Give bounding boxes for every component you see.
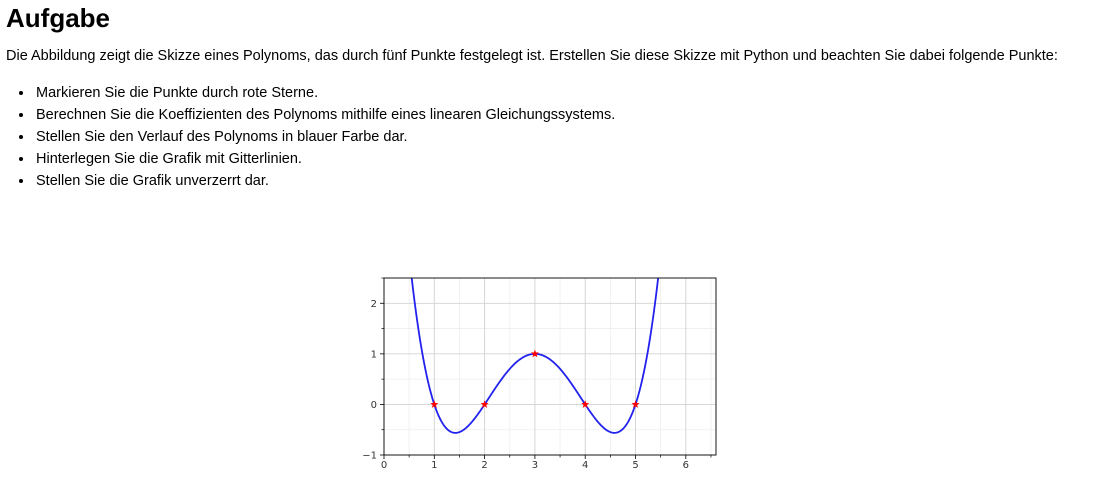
page-title: Aufgabe bbox=[6, 3, 110, 33]
task-list: Markieren Sie die Punkte durch rote Ster… bbox=[6, 82, 1094, 192]
x-tick-label: 4 bbox=[582, 460, 588, 471]
y-tick-label: 2 bbox=[371, 299, 377, 310]
point-marker bbox=[530, 349, 539, 358]
minor-gridlines bbox=[384, 277, 716, 455]
point-marker bbox=[480, 400, 489, 408]
y-tick-label: 1 bbox=[371, 349, 377, 360]
task-item: Hinterlegen Sie die Grafik mit Gitterlin… bbox=[34, 148, 1094, 170]
point-marker bbox=[631, 400, 640, 408]
task-item: Markieren Sie die Punkte durch rote Ster… bbox=[34, 82, 1094, 104]
axis-ticks: 0 1 2 3 4 5 6 −1 0 1 2 bbox=[362, 277, 712, 471]
x-tick-label: 5 bbox=[632, 460, 638, 471]
task-item: Stellen Sie den Verlauf des Polynoms in … bbox=[34, 126, 1094, 148]
intro-paragraph: Die Abbildung zeigt die Skizze eines Pol… bbox=[6, 48, 1058, 64]
y-tick-label: −1 bbox=[362, 451, 377, 462]
point-markers bbox=[430, 349, 640, 408]
polynomial-chart: 0 1 2 3 4 5 6 −1 0 1 2 bbox=[362, 277, 717, 471]
page: Aufgabe Die Abbildung zeigt die Skizze e… bbox=[0, 0, 1094, 192]
point-marker bbox=[581, 400, 590, 408]
y-tick-label: 0 bbox=[371, 400, 377, 411]
x-tick-label: 1 bbox=[431, 460, 437, 471]
x-tick-label: 6 bbox=[683, 460, 689, 471]
task-item: Berechnen Sie die Koeffizienten des Poly… bbox=[34, 104, 1094, 126]
x-tick-label: 2 bbox=[481, 460, 487, 471]
x-tick-label: 0 bbox=[381, 460, 387, 471]
polynomial-curve bbox=[410, 278, 660, 434]
point-marker bbox=[430, 400, 439, 408]
x-tick-label: 3 bbox=[532, 460, 538, 471]
major-gridlines bbox=[383, 278, 716, 456]
polynomial-figure: 0 1 2 3 4 5 6 −1 0 1 2 bbox=[350, 268, 730, 481]
task-item: Stellen Sie die Grafik unverzerrt dar. bbox=[34, 170, 1094, 192]
plot-frame bbox=[383, 277, 717, 456]
